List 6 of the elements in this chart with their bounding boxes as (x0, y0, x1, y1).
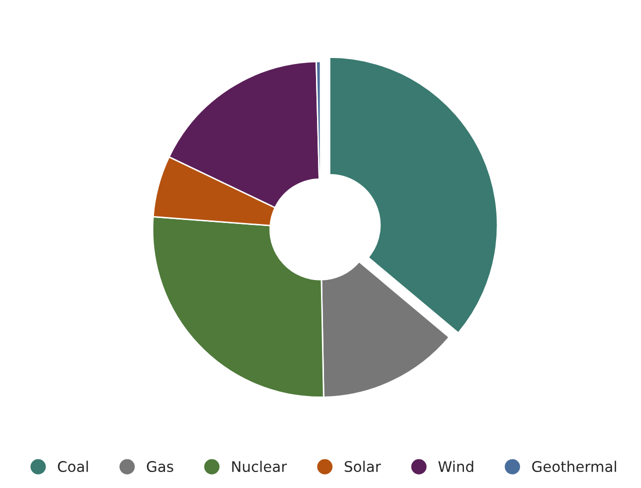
legend-label: Solar (344, 460, 381, 472)
legend-label: Coal (58, 460, 88, 472)
legend-label: Gas (146, 461, 174, 472)
legend-label: Nuclear (232, 460, 287, 472)
legend-label: Geothermal (532, 460, 616, 472)
legend-label: Wind (438, 460, 474, 472)
